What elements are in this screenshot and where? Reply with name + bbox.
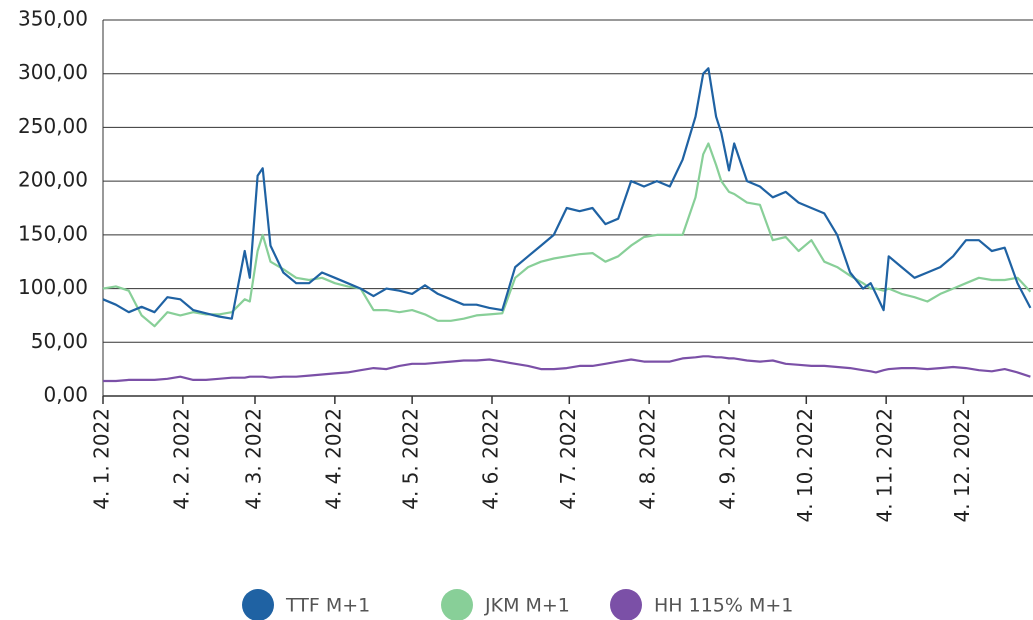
y-tick-label: 350,00: [18, 7, 88, 31]
x-tick-label: 4. 2. 2022: [169, 408, 193, 510]
y-tick-label: 250,00: [18, 114, 88, 138]
x-tick-label: 4. 11. 2022: [873, 408, 897, 523]
legend-marker: [610, 589, 642, 620]
legend-label: HH 115% M+1: [654, 595, 793, 617]
legend-marker: [441, 589, 473, 620]
x-tick-label: 4. 12. 2022: [950, 408, 974, 523]
y-tick-label: 200,00: [18, 168, 88, 192]
y-tick-label: 100,00: [18, 275, 88, 299]
y-tick-label: 0,00: [43, 383, 88, 407]
x-tick-label: 4. 4. 2022: [321, 408, 345, 510]
x-tick-label: 4. 3. 2022: [241, 408, 265, 510]
x-tick-label: 4. 9. 2022: [716, 408, 740, 510]
legend-label: JKM M+1: [484, 595, 570, 617]
y-tick-label: 300,00: [18, 60, 88, 84]
y-tick-label: 50,00: [31, 329, 88, 353]
x-tick-label: 4. 7. 2022: [556, 408, 580, 510]
line-series: [102, 67, 1032, 320]
x-tick-label: 4. 8. 2022: [636, 408, 660, 510]
legend-marker: [242, 589, 274, 620]
line-series: [103, 355, 1031, 383]
x-tick-label: 4. 5. 2022: [399, 408, 423, 510]
y-tick-label: 150,00: [18, 221, 88, 245]
legend-label: TTF M+1: [285, 595, 370, 617]
x-tick-label: 4. 6. 2022: [479, 408, 503, 510]
x-tick-label: 4. 1. 2022: [90, 408, 114, 510]
x-tick-label: 4. 10. 2022: [793, 408, 817, 523]
line-series: [102, 142, 1032, 328]
